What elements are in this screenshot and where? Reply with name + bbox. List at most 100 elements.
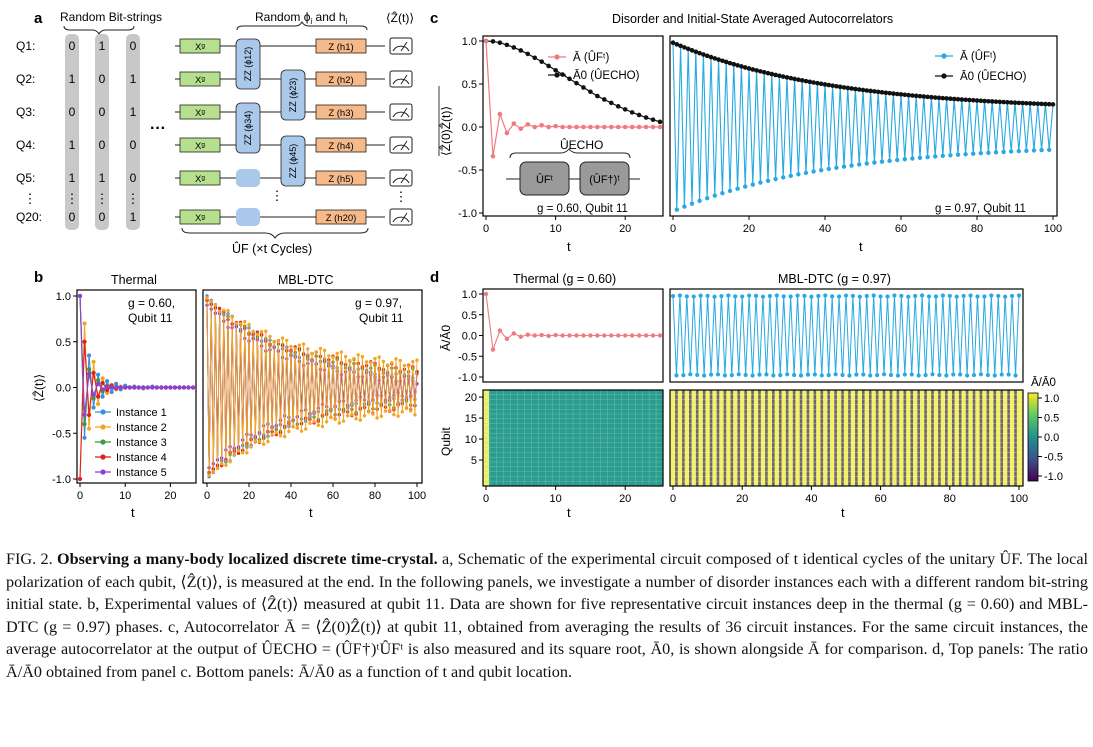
ratio-mbl-point bbox=[1013, 373, 1018, 378]
mbl-instance-2-point bbox=[295, 426, 299, 430]
ratio-mbl-point bbox=[1006, 372, 1011, 377]
thermal-instance-4-point bbox=[82, 339, 87, 344]
mbl-autocorrelator-point bbox=[735, 186, 740, 191]
z-gate bbox=[315, 209, 367, 225]
autocorrelator-point bbox=[629, 124, 635, 130]
y-tick-label: -0.5 bbox=[458, 165, 477, 177]
mbl-instance-2-point bbox=[402, 363, 407, 368]
legend-marker bbox=[100, 424, 106, 430]
mbl-autocorrelator-point bbox=[841, 164, 847, 169]
y-tick-label: 0.0 bbox=[462, 331, 477, 343]
ratio-thermal-point bbox=[490, 347, 496, 352]
mbl-echo-autocorrelator-point bbox=[822, 82, 828, 87]
panel-b-left-note-2: Qubit 11 bbox=[128, 311, 173, 325]
ratio-mbl-point bbox=[826, 373, 831, 378]
mbl-autocorrelator-point bbox=[917, 155, 923, 160]
autocorrelator-point bbox=[490, 153, 496, 159]
mbl-instance-2-point bbox=[249, 445, 253, 449]
autocorrelator-point bbox=[657, 124, 663, 130]
mbl-echo-autocorrelator-point bbox=[853, 86, 858, 92]
thermal-instance-5-point bbox=[100, 387, 105, 392]
bit-value: 1 bbox=[99, 39, 106, 53]
bit-value: 0 bbox=[69, 210, 76, 224]
y-tick-label: 15 bbox=[465, 413, 477, 425]
mbl-autocorrelator-point bbox=[1024, 148, 1029, 153]
x-tick-label: 0 bbox=[670, 223, 676, 235]
mbl-echo-autocorrelator-point bbox=[815, 80, 820, 86]
y-tick-label: 0.5 bbox=[462, 79, 477, 91]
meter-arc bbox=[392, 45, 410, 52]
zz-gate-zz-45 bbox=[280, 135, 306, 187]
panel-c-right-note: g = 0.97, Qubit 11 bbox=[935, 203, 1026, 215]
x-tick-label: 0 bbox=[670, 493, 676, 505]
ratio-mbl-point bbox=[992, 373, 997, 378]
ratio-mbl-point bbox=[795, 293, 800, 298]
mbl-instance-2-point bbox=[411, 360, 415, 364]
panel-b: b Thermal MBL-DTC 1.0 0.5 0.0 -0.5 -1.0 0 10 20… bbox=[31, 269, 426, 520]
mbl-autocorrelator-point bbox=[773, 176, 778, 182]
meter-arc bbox=[392, 144, 410, 151]
mbl-instance-2-point bbox=[383, 409, 388, 413]
thermal-instance-2-point bbox=[91, 359, 96, 364]
legend-label: Instance 5 bbox=[116, 467, 167, 479]
qubit-label: Q2: bbox=[16, 72, 35, 86]
ratio-mbl-point bbox=[778, 373, 783, 378]
ratio-mbl-point bbox=[933, 294, 939, 299]
zz-gate-zz-23 bbox=[280, 69, 306, 121]
thermal-instance-3-point bbox=[91, 396, 96, 401]
mbl-instance-2-point bbox=[238, 321, 243, 326]
mbl-instance-5-point bbox=[337, 399, 341, 404]
mbl-autocorrelator-point bbox=[925, 154, 930, 160]
thermal-instance-5-point bbox=[141, 385, 146, 390]
x-tick-label: 10 bbox=[119, 490, 131, 502]
mbl-instance-2-point bbox=[371, 412, 375, 416]
ratio-mbl-point bbox=[674, 373, 679, 378]
autocorrelator-point bbox=[546, 124, 551, 130]
mbl-instance-2-point bbox=[207, 473, 211, 478]
mbl-echo-autocorrelator-point bbox=[849, 86, 854, 91]
ratio-mbl-point bbox=[878, 294, 883, 299]
mbl-echo-autocorrelator-point bbox=[917, 93, 923, 99]
bit-value: 0 bbox=[130, 39, 137, 53]
echo-backward-label: (ÛF†)ᵗ bbox=[589, 173, 620, 186]
zz-gate-label: ZZ (ϕ34) bbox=[243, 111, 253, 146]
mbl-instance-2-point bbox=[276, 339, 281, 343]
mbl-echo-autocorrelator-point bbox=[697, 50, 702, 56]
panel-c-mbl-frame bbox=[669, 35, 1058, 217]
ratio-mbl-point bbox=[875, 373, 880, 378]
thermal-instance-5-point bbox=[136, 385, 141, 390]
x-tick-label: 20 bbox=[743, 223, 755, 235]
autocorrelator-point bbox=[497, 111, 503, 117]
legend-a-bar-left: Ā (ÛFᵗ) bbox=[573, 51, 610, 64]
mbl-instance-2-point bbox=[339, 350, 344, 354]
vdots: ⋮ bbox=[271, 188, 284, 203]
autocorrelator-point bbox=[518, 126, 524, 132]
mbl-echo-autocorrelator-point bbox=[708, 54, 714, 60]
ratio-mbl-point bbox=[944, 373, 949, 378]
qubit-label: Q20: bbox=[16, 210, 42, 224]
x-tick-label: 40 bbox=[805, 493, 817, 505]
mbl-instance-2-point bbox=[400, 410, 404, 414]
x-gate bbox=[179, 209, 221, 225]
thermal-instance-5-point bbox=[105, 384, 110, 389]
ratio-mbl-point bbox=[985, 372, 990, 378]
mbl-echo-autocorrelator-point bbox=[959, 97, 965, 102]
mbl-instance-2-point bbox=[381, 359, 386, 364]
thermal-instance-1-point bbox=[95, 372, 101, 377]
mbl-echo-autocorrelator-point bbox=[689, 48, 695, 53]
ratio-thermal-point bbox=[553, 332, 558, 338]
bit-value: 1 bbox=[69, 171, 76, 185]
mbl-autocorrelator-point bbox=[727, 188, 733, 194]
mbl-instance-5-point bbox=[390, 374, 394, 379]
mbl-echo-autocorrelator-point bbox=[742, 65, 748, 70]
meter-arc bbox=[392, 216, 410, 223]
ratio-mbl-point bbox=[968, 293, 973, 298]
x-gate bbox=[179, 38, 221, 54]
ratio-thermal-point bbox=[629, 333, 635, 338]
mbl-echo-autocorrelator-point bbox=[720, 58, 725, 64]
mbl-autocorrelator-point bbox=[902, 157, 907, 162]
mbl-instance-2-point bbox=[413, 413, 417, 417]
ratio-mbl-line bbox=[672, 295, 1020, 376]
panel-d-top-ylabel: Ā/Ā0 bbox=[439, 325, 453, 351]
mbl-echo-autocorrelator-point bbox=[845, 85, 851, 91]
